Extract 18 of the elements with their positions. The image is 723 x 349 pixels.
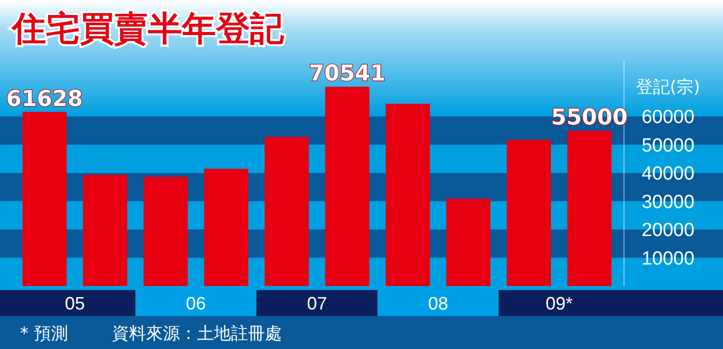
data-label: 55000 (551, 106, 628, 131)
y-tick-label: 50000 (642, 135, 694, 156)
data-label: 70541 (308, 62, 386, 87)
y-tick-label: 60000 (642, 107, 694, 128)
y-tick-label: 20000 (642, 220, 694, 242)
x-tick-label: 05 (64, 293, 85, 314)
source-note: 資料來源：土地註冊處 (112, 324, 282, 344)
text: * 預測 (20, 324, 68, 344)
x-tick-label: 08 (428, 293, 448, 314)
data-label: 61628 (6, 86, 83, 112)
y-tick-label: 30000 (642, 192, 694, 213)
chart-title: 住宅買賣半年登記 (10, 9, 285, 49)
y-axis-title: 登記(宗) (636, 77, 700, 98)
x-tick-label: 07 (306, 293, 328, 314)
x-tick-label: 09* (546, 293, 573, 314)
y-tick-label: 10000 (642, 248, 694, 270)
x-tick-label: 06 (186, 293, 206, 314)
y-tick-label: 40000 (642, 164, 694, 185)
